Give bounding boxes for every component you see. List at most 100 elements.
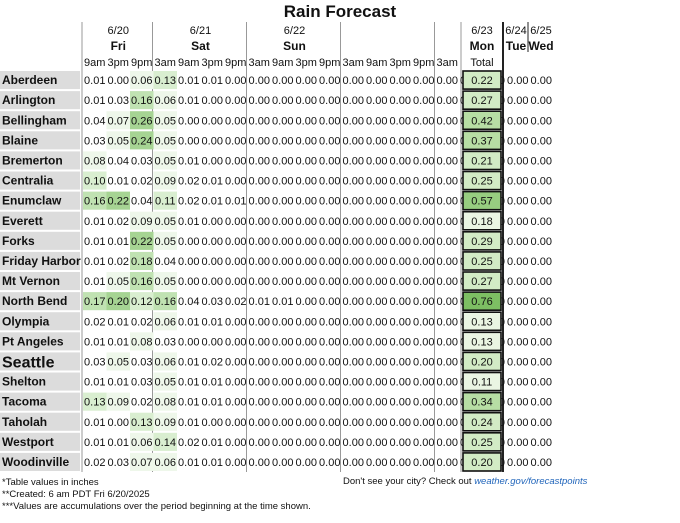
value-label: 0.00 <box>366 336 387 348</box>
value-label: 0.00 <box>390 256 411 268</box>
period-label: 3pm <box>108 57 129 69</box>
city-name: Forks <box>2 234 35 248</box>
city-name: Mt Vernon <box>2 274 60 288</box>
value-label: 0.00 <box>225 457 246 469</box>
value-label: 0.08 <box>84 155 105 167</box>
city-band <box>0 452 80 471</box>
total-cell <box>462 110 502 131</box>
value-label: 0.00 <box>390 236 411 248</box>
value-label: 0.00 <box>272 115 293 127</box>
value-label: 0.00 <box>296 417 317 429</box>
value-label: 0.13 <box>155 75 176 87</box>
total-label: 0.22 <box>471 75 492 87</box>
value-label: 0.00 <box>343 336 364 348</box>
value-cell <box>130 412 154 431</box>
value-label: 0.01 <box>202 196 223 208</box>
value-label: 0.00 <box>249 176 270 188</box>
value-label: 0.00 <box>437 236 458 248</box>
value-label: 0.00 <box>249 276 270 288</box>
value-label: 0.00 <box>366 155 387 167</box>
value-label: 0.00 <box>249 377 270 389</box>
total-cell <box>462 271 502 291</box>
value-label: 0.00 <box>437 155 458 167</box>
value-cell <box>130 131 154 150</box>
value-label: 0.00 <box>319 256 340 268</box>
value-label: 0.03 <box>131 356 152 368</box>
day-header-date: 6/22 <box>284 25 305 37</box>
value-label: 0.00 <box>202 336 223 348</box>
value-label: 0.00 <box>249 236 270 248</box>
total-cell <box>462 452 502 472</box>
total-cell <box>462 311 502 332</box>
value-label: 0.00 <box>319 377 340 389</box>
city-band <box>0 251 80 270</box>
value-label: 0.00 <box>413 316 434 328</box>
value-label: 0.00 <box>343 155 364 167</box>
value-label: 0.01 <box>202 316 223 328</box>
value-label: 0.02 <box>108 256 129 268</box>
value-label: 0.00 <box>390 417 411 429</box>
value-label: 0.00 <box>319 236 340 248</box>
value-label: 0.00 <box>390 95 411 107</box>
value-label: 0.00 <box>249 457 270 469</box>
value-label: 0.00 <box>413 437 434 449</box>
value-label: 0.00 <box>225 176 246 188</box>
value-label: 0.20 <box>108 296 129 308</box>
value-label: 0.00 <box>296 236 317 248</box>
value-label: 0.00 <box>366 236 387 248</box>
value-label: 0.00 <box>225 397 246 409</box>
value-label: 0.00 <box>225 256 246 268</box>
value-label: 0.03 <box>155 336 176 348</box>
value-label: 0.00 <box>507 216 528 228</box>
value-label: 0.00 <box>413 276 434 288</box>
value-label: 0.01 <box>84 417 105 429</box>
value-label: 0.00 <box>249 216 270 228</box>
value-label: 0.00 <box>343 236 364 248</box>
value-cell <box>106 392 130 411</box>
city-name: Aberdeen <box>2 73 57 87</box>
value-label: 0.00 <box>507 115 528 127</box>
value-label: 0.17 <box>84 296 105 308</box>
value-label: 0.00 <box>272 457 293 469</box>
total-cell <box>462 431 502 452</box>
value-label: 0.00 <box>319 135 340 147</box>
value-label: 0.00 <box>437 216 458 228</box>
value-label: 0.02 <box>108 216 129 228</box>
value-label: 0.00 <box>507 356 528 368</box>
total-cell <box>462 90 502 110</box>
value-label: 0.04 <box>84 115 105 127</box>
footnote-created: **Created: 6 am PDT Fri 6/20/2025 <box>2 489 150 500</box>
value-label: 0.00 <box>531 236 552 248</box>
value-label: 0.03 <box>108 457 129 469</box>
value-label: 0.00 <box>225 356 246 368</box>
value-label: 0.00 <box>202 216 223 228</box>
value-label: 0.01 <box>178 397 199 409</box>
value-label: 0.00 <box>437 135 458 147</box>
value-label: 0.00 <box>343 457 364 469</box>
value-label: 0.05 <box>155 155 176 167</box>
value-label: 0.01 <box>249 296 270 308</box>
value-label: 0.00 <box>249 316 270 328</box>
value-label: 0.00 <box>437 196 458 208</box>
value-label: 0.02 <box>84 457 105 469</box>
value-label: 0.18 <box>131 256 152 268</box>
value-label: 0.03 <box>108 95 129 107</box>
day-header-name: Sat <box>191 39 210 53</box>
city-band <box>0 231 80 250</box>
value-label: 0.00 <box>296 135 317 147</box>
value-label: 0.00 <box>178 256 199 268</box>
value-label: 0.00 <box>390 75 411 87</box>
value-label: 0.00 <box>366 296 387 308</box>
value-label: 0.00 <box>507 196 528 208</box>
value-cell <box>153 191 177 210</box>
value-label: 0.04 <box>108 155 129 167</box>
period-label: 3pm <box>202 57 223 69</box>
value-label: 0.00 <box>531 95 552 107</box>
value-label: 0.00 <box>531 336 552 348</box>
value-label: 0.01 <box>178 216 199 228</box>
value-label: 0.00 <box>390 115 411 127</box>
value-label: 0.00 <box>366 216 387 228</box>
value-label: 0.02 <box>84 316 105 328</box>
forecast-points-link[interactable]: weather.gov/forecastpoints <box>474 476 588 487</box>
value-label: 0.03 <box>84 135 105 147</box>
